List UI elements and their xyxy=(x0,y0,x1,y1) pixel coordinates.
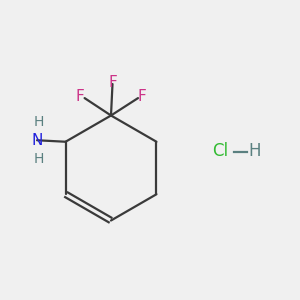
Text: F: F xyxy=(137,89,146,104)
Text: H: H xyxy=(33,152,44,166)
Text: Cl: Cl xyxy=(212,142,229,160)
Text: H: H xyxy=(249,142,261,160)
Text: H: H xyxy=(33,115,44,129)
Text: F: F xyxy=(108,75,117,90)
Text: N: N xyxy=(31,133,43,148)
Text: F: F xyxy=(75,89,84,104)
